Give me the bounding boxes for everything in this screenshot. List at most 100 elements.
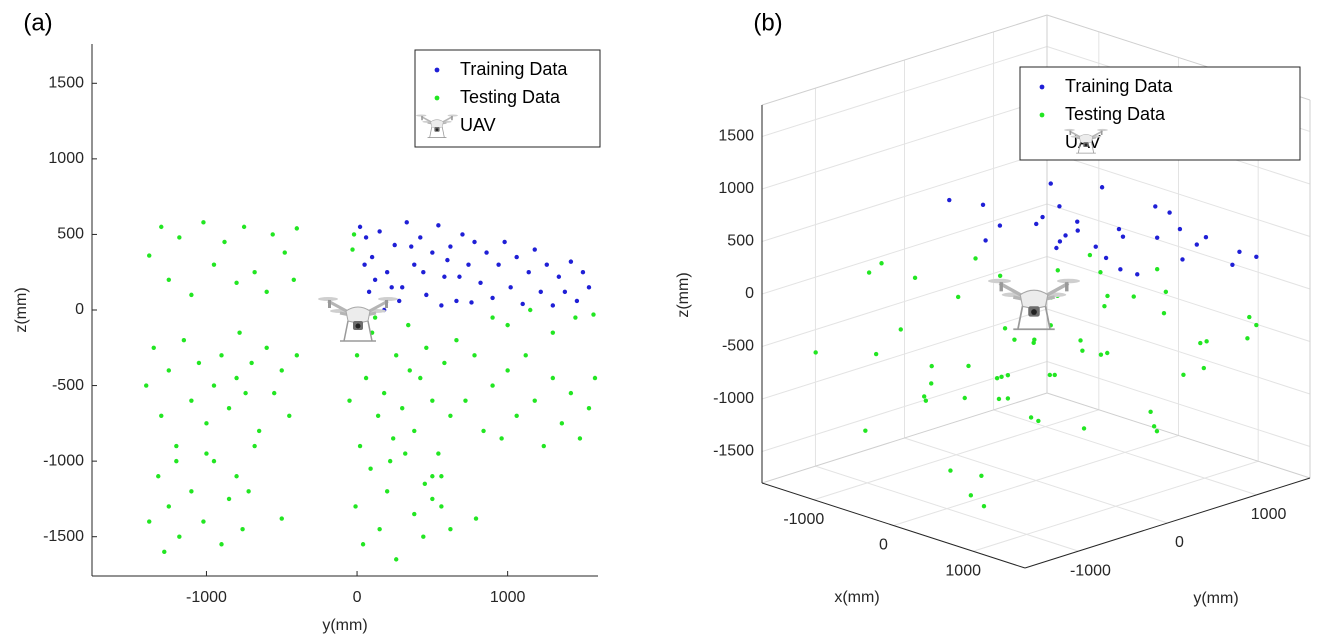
data-point	[226, 406, 232, 411]
legend-label: Testing Data	[460, 87, 561, 107]
data-point	[577, 436, 583, 441]
data-point	[929, 381, 934, 386]
legend-marker	[1039, 112, 1045, 118]
data-point	[174, 458, 179, 464]
data-point	[252, 270, 257, 275]
data-point	[514, 413, 519, 418]
data-point	[362, 262, 367, 267]
data-point	[1005, 396, 1011, 401]
legend-label: Testing Data	[1065, 104, 1166, 124]
box-edge	[761, 392, 1048, 484]
data-point	[586, 285, 592, 290]
data-point	[409, 244, 414, 249]
data-point	[201, 220, 206, 225]
data-point	[457, 274, 462, 279]
data-point	[592, 375, 598, 381]
data-point	[189, 398, 194, 403]
data-point	[360, 542, 366, 547]
data-point	[357, 443, 363, 449]
data-point	[211, 458, 217, 464]
data-point	[1063, 233, 1068, 238]
z-tick-label: -1000	[713, 390, 754, 407]
data-point	[166, 504, 172, 509]
data-point	[400, 406, 405, 411]
data-point	[980, 202, 986, 208]
data-point	[523, 353, 528, 358]
y-tick-label: 0	[75, 301, 84, 318]
grid-line	[1046, 203, 1311, 290]
y-tick-label: -500	[52, 377, 84, 394]
data-point	[532, 398, 537, 403]
data-point	[454, 338, 459, 343]
data-point	[240, 526, 245, 532]
data-point	[866, 270, 872, 275]
data-point	[499, 436, 504, 441]
data-point	[369, 254, 375, 260]
data-point	[1080, 348, 1085, 353]
data-point	[406, 322, 411, 328]
grid-line	[1046, 151, 1311, 237]
data-point	[448, 413, 453, 418]
grid-line	[761, 151, 1048, 242]
data-point	[999, 374, 1004, 380]
data-point	[397, 298, 402, 304]
data-point	[354, 353, 360, 358]
data-point	[234, 474, 239, 479]
data-point	[502, 239, 507, 245]
data-point	[279, 516, 284, 521]
data-point	[357, 224, 363, 230]
data-point	[813, 350, 818, 355]
z-tick-label: -500	[722, 338, 754, 355]
data-point	[211, 262, 217, 267]
data-point	[1194, 242, 1199, 247]
data-point	[294, 353, 300, 358]
data-point	[264, 345, 269, 350]
data-point	[279, 368, 284, 373]
y-axis-label: z(mm)	[13, 287, 30, 332]
data-point	[1052, 372, 1057, 378]
data-point	[1181, 372, 1186, 377]
data-point	[147, 253, 152, 258]
data-point	[412, 511, 417, 517]
data-point	[966, 363, 971, 369]
data-point	[222, 239, 227, 245]
data-point	[351, 232, 357, 237]
y-tick-label: -1000	[1070, 562, 1111, 579]
data-point	[353, 504, 358, 509]
data-point	[350, 247, 355, 252]
data-point	[252, 443, 257, 449]
data-point	[421, 534, 426, 539]
data-point	[1245, 336, 1250, 341]
legend-label: Training Data	[1065, 76, 1173, 96]
data-point	[439, 504, 444, 509]
data-point	[389, 285, 394, 290]
data-point	[1203, 235, 1209, 240]
data-point	[996, 396, 1002, 402]
y-axis	[1024, 477, 1311, 569]
data-point	[873, 351, 879, 357]
data-point	[392, 242, 397, 248]
data-point	[430, 398, 435, 403]
box-edge	[1046, 392, 1311, 479]
data-point	[526, 270, 531, 275]
x-tick-label: -1000	[783, 511, 824, 528]
data-point	[1198, 340, 1203, 346]
z-tick-label: -1500	[713, 443, 754, 460]
grid-line	[1046, 308, 1311, 395]
legend-box	[414, 49, 601, 148]
grid-line	[761, 203, 1048, 295]
grid-line	[761, 256, 1048, 347]
data-point	[955, 294, 961, 300]
data-point	[921, 394, 927, 399]
data-point	[574, 298, 580, 304]
data-point	[1161, 310, 1167, 316]
data-point	[1036, 418, 1041, 424]
data-point	[204, 451, 209, 456]
data-point	[439, 303, 444, 308]
data-point	[1154, 266, 1160, 272]
data-point	[256, 428, 262, 434]
data-point	[390, 436, 396, 441]
data-point	[1099, 185, 1105, 190]
data-point	[166, 277, 172, 282]
